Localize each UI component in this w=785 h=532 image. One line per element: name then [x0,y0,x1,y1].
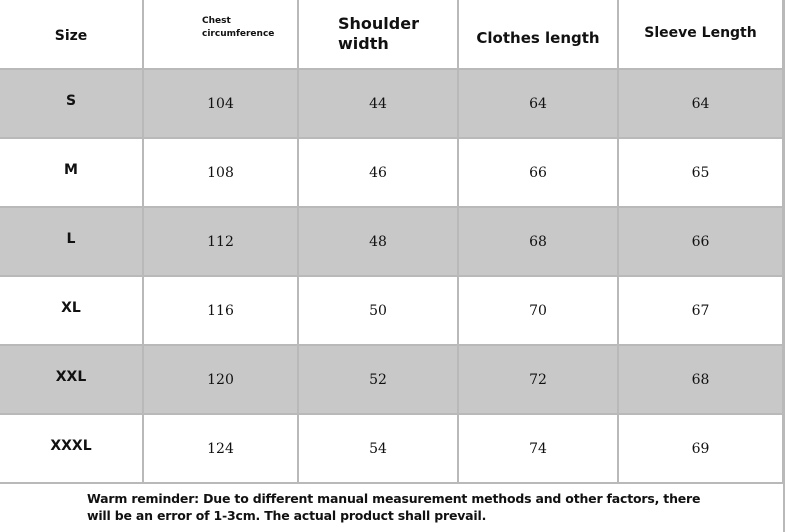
measurement: 66 [691,233,710,250]
measurement-cell: 72 [459,346,617,413]
measurement: 72 [529,371,547,388]
column-header-cell: Size [0,0,142,68]
measurement-cell: 46 [299,139,457,206]
size-label: XL [61,299,81,316]
size-label-cell: XXXL [0,415,142,482]
measurement-cell: 64 [459,70,617,137]
size-label: XXXL [50,437,92,454]
measurement-cell: 52 [299,346,457,413]
measurement-cell: 120 [144,346,297,413]
measurement: 70 [529,302,547,319]
size-label-cell: XXL [0,346,142,413]
measurement: 124 [207,440,234,457]
size-label: L [66,230,76,247]
size-label-cell: XL [0,277,142,344]
measurement-cell: 65 [619,139,782,206]
measurement-cell: 54 [299,415,457,482]
measurement-cell: 66 [619,208,782,275]
measurement-cell: 68 [459,208,617,275]
measurement-cell: 74 [459,415,617,482]
measurement-cell: 67 [619,277,782,344]
measurement-cell: 68 [619,346,782,413]
measurement: 64 [691,95,710,112]
measurement-cell: 112 [144,208,297,275]
size-label-cell: M [0,139,142,206]
measurement-cell: 104 [144,70,297,137]
size-label: S [65,92,77,109]
measurement-cell: 44 [299,70,457,137]
size-label-cell: S [0,70,142,137]
measurement: 69 [691,440,710,457]
size-label: XXL [55,368,87,385]
measurement: 66 [529,164,547,181]
measurement: 64 [529,95,547,112]
column-header-cell: Chest circumference [144,0,297,68]
footer-note: Warm reminder: Due to different manual m… [87,491,701,523]
column-header: Clothes length [476,29,600,47]
measurement: 54 [369,440,387,457]
footer-cell: Warm reminder: Due to different manual m… [0,484,783,532]
measurement: 74 [529,440,547,457]
measurement: 68 [691,371,710,388]
column-header: Shoulder width [338,14,419,53]
measurement: 44 [369,95,387,112]
measurement: 46 [369,164,387,181]
measurement-cell: 124 [144,415,297,482]
measurement: 52 [369,371,387,388]
measurement-cell: 69 [619,415,782,482]
measurement-cell: 116 [144,277,297,344]
measurement-cell: 108 [144,139,297,206]
size-label-cell: L [0,208,142,275]
column-header-cell: Clothes length [459,0,617,68]
column-header-cell: Sleeve Length [619,0,782,68]
measurement: 50 [369,302,387,319]
measurement-cell: 70 [459,277,617,344]
column-header-cell: Shoulder width [299,0,457,68]
measurement: 67 [691,302,710,319]
measurement-cell: 50 [299,277,457,344]
column-header: Chest circumference [202,16,275,39]
measurement: 108 [207,164,234,181]
column-header: Size [54,28,88,44]
measurement: 65 [691,164,710,181]
measurement-cell: 66 [459,139,617,206]
measurement: 116 [207,302,234,319]
measurement-cell: 64 [619,70,782,137]
size-label: M [64,161,78,178]
measurement-cell: 48 [299,208,457,275]
measurement: 68 [529,233,547,250]
measurement: 112 [207,233,234,250]
measurement: 104 [207,95,234,112]
measurement: 48 [369,233,387,250]
measurement: 120 [207,371,234,388]
column-header: Sleeve Length [644,25,757,41]
